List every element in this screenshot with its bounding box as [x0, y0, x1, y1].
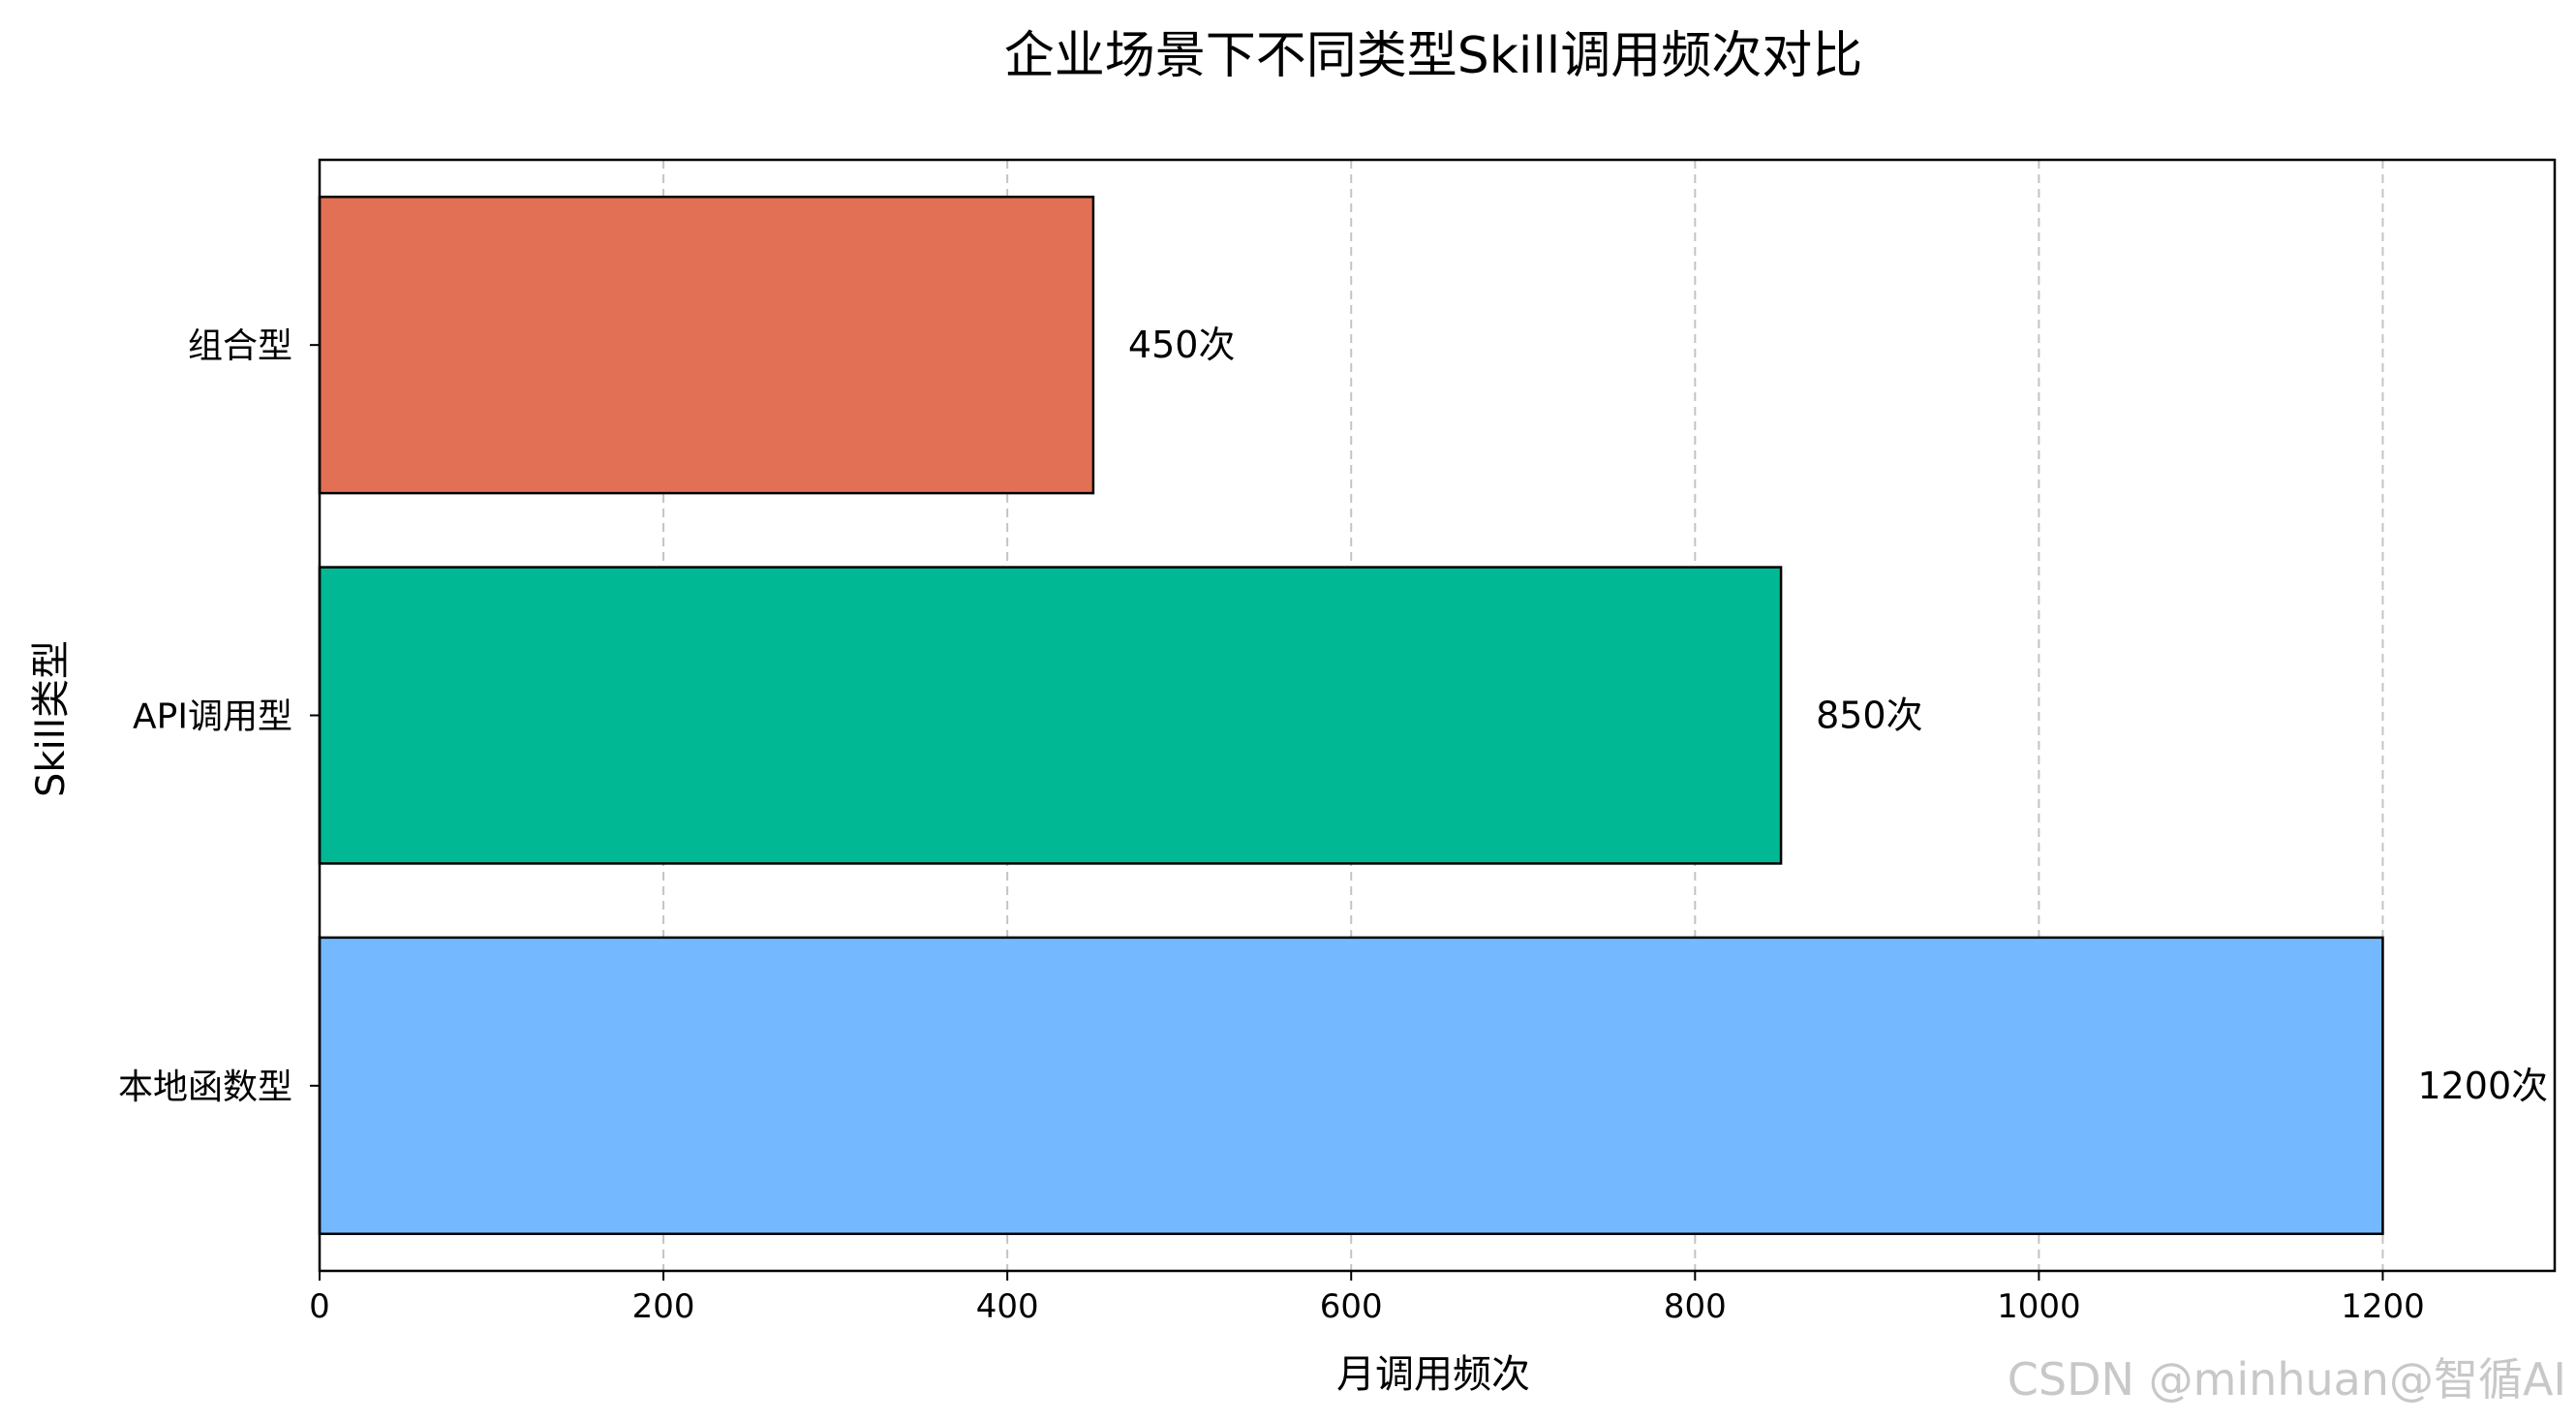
- y-axis-title: Skill类型: [29, 640, 74, 797]
- x-tick-label: 600: [1320, 1287, 1383, 1326]
- x-axis-ticks: 0 200 400 600 800 1000 1200: [309, 1271, 2425, 1326]
- watermark: CSDN @minhuan@智循AI: [2008, 1353, 2566, 1406]
- x-tick-label: 200: [632, 1287, 695, 1326]
- x-tick-label: 0: [309, 1287, 330, 1326]
- bar-1: [318, 566, 1783, 865]
- data-label: 850次: [1816, 695, 1923, 737]
- bars: [318, 195, 2384, 1236]
- bar-0: [318, 936, 2384, 1236]
- y-axis-ticks: 本地函数型 API调用型 组合型: [118, 326, 320, 1107]
- y-tick-label: 组合型: [188, 326, 292, 366]
- data-labels: 1200次 850次 450次: [1128, 324, 2548, 1107]
- data-label: 450次: [1128, 324, 1236, 366]
- x-axis-title: 月调用频次: [1336, 1352, 1530, 1397]
- y-tick-label: API调用型: [133, 697, 292, 737]
- x-tick-label: 400: [976, 1287, 1039, 1326]
- x-tick-label: 1000: [1997, 1287, 2081, 1326]
- data-label: 1200次: [2417, 1065, 2548, 1107]
- y-tick-label: 本地函数型: [118, 1067, 292, 1107]
- bar-2: [318, 195, 1095, 495]
- x-tick-label: 1200: [2341, 1287, 2425, 1326]
- x-tick-label: 800: [1664, 1287, 1727, 1326]
- chart-title: 企业场景下不同类型Skill调用频次对比: [1004, 27, 1862, 85]
